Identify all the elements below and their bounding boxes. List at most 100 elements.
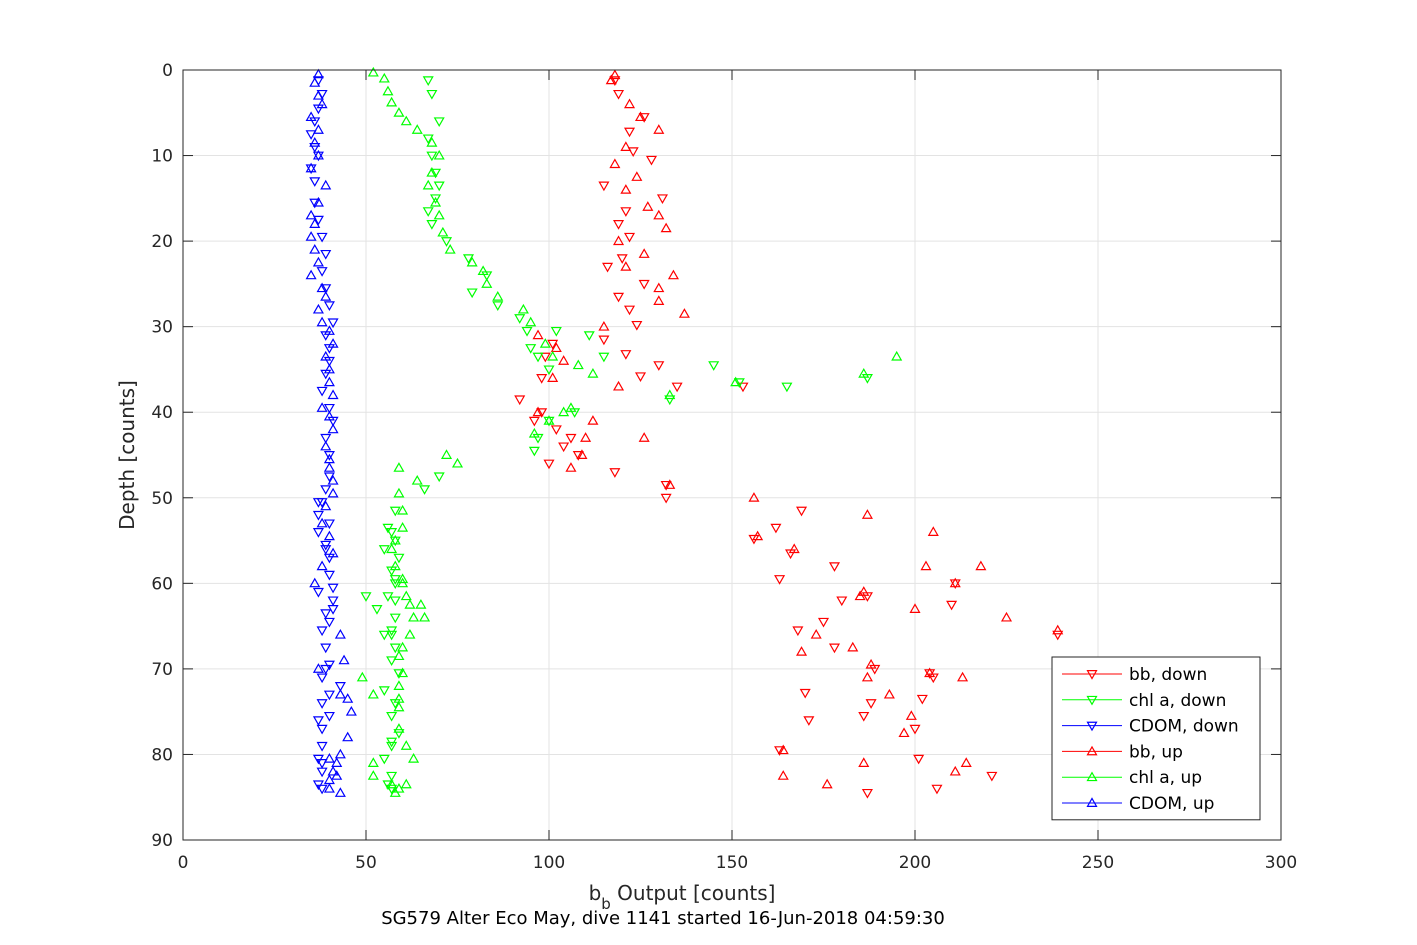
data-point [386,528,398,538]
data-point [602,262,614,273]
data-point [389,643,401,654]
data-point [770,523,782,534]
data-point [587,415,599,425]
data-point [605,74,617,85]
data-point [415,599,427,609]
data-point [858,368,870,378]
data-point [796,506,808,517]
data-point [920,560,932,571]
data-point [393,729,405,739]
data-point [609,69,621,80]
data-point [327,389,339,400]
data-point [320,609,332,619]
x-tick-label: 250 [1082,853,1114,873]
data-point [733,378,745,388]
data-point [847,641,859,652]
data-point [393,462,405,472]
y-tick-label: 20 [151,232,173,252]
data-point [737,382,749,393]
y-tick-label: 90 [151,831,173,851]
data-point [667,269,679,280]
data-point [404,599,416,609]
data-point [356,671,368,682]
data-point [389,787,401,797]
data-point [320,440,332,451]
data-point [957,671,969,682]
data-point [393,723,405,733]
data-point [1052,624,1064,635]
series-5 [305,68,357,797]
data-point [327,547,339,558]
data-point [408,611,420,622]
data-marks [305,66,1064,799]
data-point [631,171,643,181]
data-point [393,680,405,690]
data-point [536,374,548,384]
data-point [309,198,321,209]
data-point [367,757,379,767]
data-point [312,89,324,100]
data-point [653,282,665,293]
data-point [312,716,324,726]
data-point [433,149,445,160]
data-point [576,449,588,459]
data-point [378,630,390,641]
data-point [320,350,332,361]
data-point [426,220,438,230]
x-axis-label-rest: Output [counts] [611,881,776,905]
data-point [386,543,398,554]
data-point [426,166,438,177]
x-tick-label: 0 [178,853,189,873]
data-point [320,643,332,654]
series-3 [532,69,1064,789]
data-point [316,560,328,571]
legend: bb, down chl a, down CDOM, down bb, up chl a… [1051,656,1261,821]
data-point [305,111,317,122]
data-point [777,770,789,780]
legend-marker [1086,670,1098,680]
data-point [316,402,328,412]
data-point [678,308,690,318]
data-point [422,179,434,190]
data-point [514,395,526,406]
data-point [451,457,464,468]
data-point [653,295,665,305]
data-point [386,737,398,748]
data-point [620,141,632,151]
data-point [323,451,335,461]
data-point [638,432,650,442]
data-point [583,331,595,341]
data-point [558,406,570,417]
data-point [664,479,676,489]
data-point [781,382,793,393]
series-1 [360,76,873,795]
data-point [327,318,339,329]
data-point [986,771,998,782]
data-point [620,261,632,271]
data-point [312,528,324,538]
data-point [316,759,328,769]
data-point [345,705,357,716]
data-point [572,359,584,370]
data-point [960,757,972,767]
data-point [338,654,350,665]
data-point [378,545,390,555]
data-point [565,433,577,444]
data-point [525,344,537,354]
data-point [422,76,434,86]
data-point [634,111,647,122]
data-point [367,66,379,77]
data-point [433,209,445,220]
data-point [660,493,672,504]
data-point [598,352,610,363]
data-point [861,509,873,519]
data-point [411,474,423,485]
y-tick-label: 0 [162,61,173,81]
data-point [466,288,478,299]
data-point [312,510,324,521]
data-point [613,220,625,230]
data-point [774,746,786,756]
data-point [320,284,332,294]
data-point [433,472,445,483]
data-point [492,301,504,311]
